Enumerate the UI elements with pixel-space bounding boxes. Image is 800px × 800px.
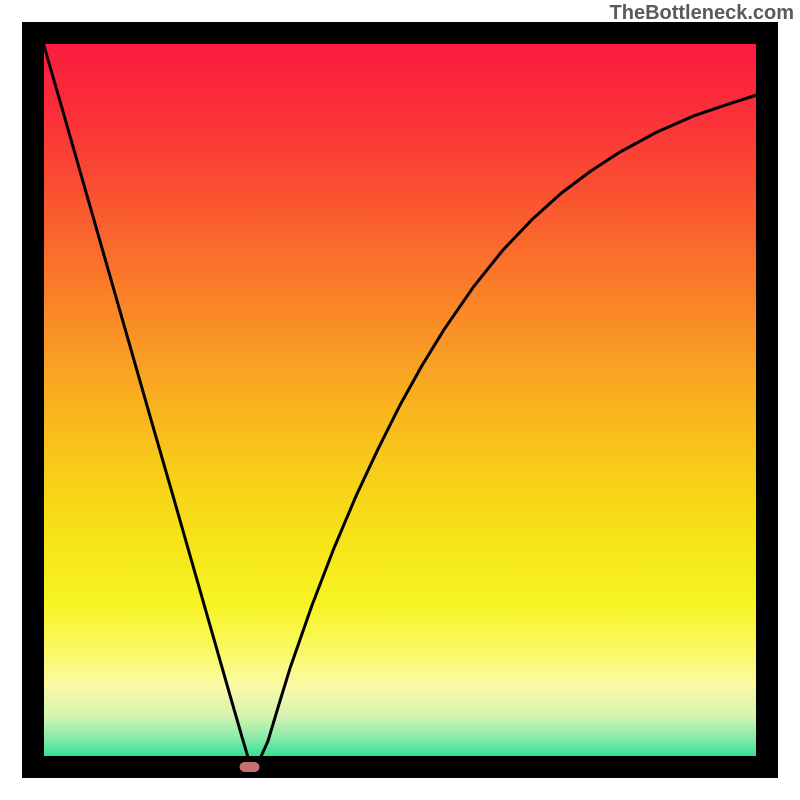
bottleneck-chart <box>0 0 800 800</box>
watermark-text: TheBottleneck.com <box>610 2 794 25</box>
optimal-marker <box>240 762 260 772</box>
chart-container <box>0 0 800 800</box>
plot-background <box>33 33 767 767</box>
